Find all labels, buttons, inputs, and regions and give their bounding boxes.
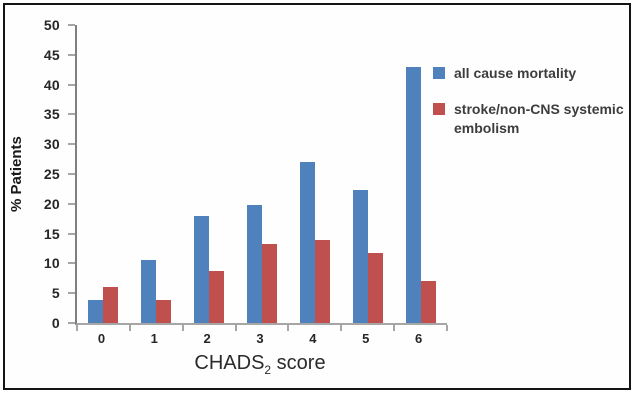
bar-series0-cat4	[299, 162, 315, 323]
bar-series1-cat6	[420, 281, 436, 323]
bar-series1-cat0	[103, 287, 119, 323]
y-axis-tick-label: 25	[43, 166, 60, 182]
bar-series0-cat2	[194, 215, 210, 323]
y-axis-tick-mark	[68, 173, 75, 175]
y-axis-tick-mark	[68, 322, 75, 324]
bar-group-0	[77, 25, 130, 323]
bar-group-4	[288, 25, 341, 323]
x-axis-tick-label: 4	[309, 331, 317, 346]
legend-label: stroke/non-CNS systemic embolism	[454, 100, 624, 136]
y-axis-tick-mark	[68, 262, 75, 265]
x-axis-tick-label: 6	[414, 331, 423, 346]
y-axis-tick-mark	[68, 113, 75, 116]
figure-border	[3, 3, 631, 390]
x-axis-tick-mark	[128, 325, 131, 331]
legend-swatch-icon	[433, 102, 445, 115]
x-axis-title-rest: score	[271, 352, 326, 374]
y-axis-tick-label: 50	[43, 17, 60, 33]
y-axis-tick-label: 5	[51, 285, 60, 302]
y-axis-tick-mark	[68, 53, 75, 56]
x-axis-tick-mark	[393, 325, 396, 331]
bar-series0-cat0	[88, 300, 104, 323]
x-axis-tick-mark	[287, 325, 290, 331]
x-axis-tick-label: 1	[150, 331, 158, 346]
bar-series1-cat5	[367, 252, 383, 323]
y-axis-tick-label: 40	[43, 76, 60, 93]
legend: all cause mortality stroke/non-CNS system…	[433, 64, 633, 155]
x-axis-tick-mark	[76, 325, 78, 331]
y-axis-tick-labels: 0 5 10 15 20 25 30 35 40 45 50	[0, 17, 67, 331]
x-axis-tick-mark	[181, 325, 184, 331]
bar-group-5	[341, 25, 394, 323]
legend-item-1: stroke/non-CNS systemic embolism	[433, 100, 633, 138]
y-axis-tick-mark	[68, 232, 75, 235]
bar-series1-cat1	[156, 300, 172, 323]
bar-group-3	[236, 25, 289, 323]
bar-series0-cat3	[246, 205, 262, 323]
bar-series1-cat4	[314, 240, 330, 323]
x-axis-tick-mark	[234, 325, 237, 331]
x-axis-title: CHADS2 score	[75, 352, 445, 377]
y-axis-tick-mark	[68, 24, 75, 26]
y-axis-tick-mark	[68, 83, 75, 86]
plot-area	[68, 24, 448, 331]
bar-series0-cat5	[352, 190, 368, 323]
y-axis-tick-label: 0	[51, 315, 60, 331]
bar-series0-cat6	[405, 67, 421, 323]
legend-item-0: all cause mortality	[433, 64, 633, 83]
y-axis-tick-label: 45	[43, 46, 60, 63]
bar-group-6	[394, 25, 447, 323]
bar-group-1	[130, 25, 183, 323]
x-axis-tick-label: 0	[97, 331, 106, 346]
x-axis-title-subscript: 2	[264, 363, 272, 377]
y-axis-tick-label: 30	[43, 136, 60, 153]
y-axis-tick-label: 20	[43, 195, 60, 212]
bar-group-2	[183, 25, 236, 323]
bar-series1-cat3	[261, 243, 277, 323]
y-axis-tick-mark	[68, 143, 75, 146]
x-axis-tick-label: 3	[256, 331, 264, 346]
x-axis-tick-labels: 0 1 2 3 4 5 6	[75, 331, 445, 346]
y-axis-tick-label: 35	[43, 106, 60, 123]
bar-series1-cat2	[209, 271, 225, 323]
x-axis-tick-label: 5	[362, 331, 370, 346]
y-axis-tick-mark	[68, 292, 75, 295]
x-axis-tick-mark	[340, 325, 343, 331]
legend-label: all cause mortality	[454, 65, 577, 81]
legend-swatch-icon	[433, 67, 445, 79]
bar-series0-cat1	[141, 260, 157, 323]
y-axis-tick-label: 15	[43, 225, 60, 242]
x-axis-title-main: CHADS	[194, 352, 265, 374]
y-axis-tick-mark	[68, 202, 75, 205]
x-axis-tick-label: 2	[203, 331, 211, 346]
x-axis-tick-mark	[446, 325, 448, 331]
y-axis-tick-label: 10	[43, 255, 60, 272]
